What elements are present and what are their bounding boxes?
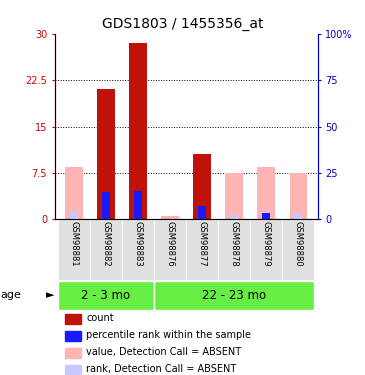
Bar [65,314,81,324]
Bar [161,216,179,219]
Bar [65,330,81,342]
Text: percentile rank within the sample: percentile rank within the sample [86,330,251,340]
Bar [218,219,250,280]
Text: GSM98877: GSM98877 [198,221,207,267]
Bar [65,348,81,358]
Text: GSM98881: GSM98881 [69,221,78,267]
Bar [58,281,154,310]
Text: rank, Detection Call = ABSENT: rank, Detection Call = ABSENT [86,364,237,374]
Bar [294,213,302,219]
Text: GSM98882: GSM98882 [101,221,111,267]
Text: 2 - 3 mo: 2 - 3 mo [81,289,131,302]
Text: value, Detection Call = ABSENT: value, Detection Call = ABSENT [86,347,241,357]
Bar [70,211,78,219]
Bar [129,43,147,219]
Text: GSM98879: GSM98879 [262,221,271,267]
Text: GSM98876: GSM98876 [166,221,174,267]
Text: count: count [86,314,114,323]
Text: 22 - 23 mo: 22 - 23 mo [202,289,266,302]
Bar [193,154,211,219]
Bar [282,219,314,280]
Bar [65,364,81,375]
Bar [58,219,90,280]
Bar [226,173,243,219]
Bar [250,219,282,280]
Text: age: age [0,290,21,300]
Bar [65,167,83,219]
Text: GSM98883: GSM98883 [134,221,143,267]
Text: GDS1803 / 1455356_at: GDS1803 / 1455356_at [102,17,263,32]
Bar [122,219,154,280]
Bar [90,219,122,280]
Bar [134,190,142,219]
Bar [198,206,206,219]
Bar [257,167,275,219]
Text: GSM98880: GSM98880 [294,221,303,267]
Bar [262,213,270,219]
Text: ►: ► [46,290,54,300]
Bar [102,192,110,219]
Bar [186,219,218,280]
Bar [154,281,314,310]
Bar [230,215,238,219]
Bar [262,212,270,219]
Text: GSM98878: GSM98878 [230,221,239,267]
Bar [154,219,186,280]
Bar [97,90,115,219]
Bar [289,173,307,219]
